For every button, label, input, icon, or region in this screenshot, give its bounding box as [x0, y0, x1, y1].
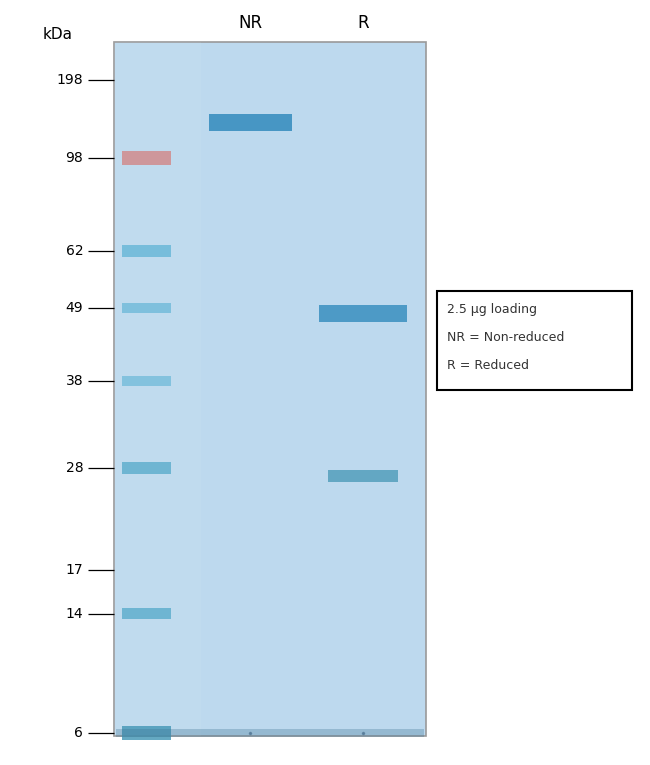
Text: 17: 17	[66, 563, 83, 577]
Text: NR: NR	[238, 14, 263, 32]
Text: 28: 28	[66, 461, 83, 475]
Bar	[437, 291, 632, 390]
Bar	[328, 470, 398, 482]
Text: 6: 6	[74, 726, 83, 740]
Text: 98: 98	[66, 151, 83, 165]
Text: 198: 198	[57, 73, 83, 87]
Text: 38: 38	[66, 374, 83, 388]
Bar	[122, 726, 171, 740]
Bar	[116, 729, 424, 737]
Text: NR = Non-reduced: NR = Non-reduced	[447, 331, 564, 344]
Text: R: R	[357, 14, 369, 32]
Bar	[122, 462, 171, 474]
Bar	[319, 305, 407, 322]
Text: 2.5 μg loading: 2.5 μg loading	[447, 303, 536, 316]
Bar	[122, 303, 171, 313]
Bar	[122, 608, 171, 619]
Text: R = Reduced: R = Reduced	[447, 360, 528, 373]
Bar	[122, 245, 171, 256]
Bar	[209, 114, 292, 131]
Bar	[114, 42, 426, 736]
Text: kDa: kDa	[42, 27, 72, 42]
Bar	[122, 151, 171, 165]
Text: 49: 49	[66, 301, 83, 314]
Text: 62: 62	[66, 244, 83, 258]
Bar	[114, 42, 201, 736]
Text: 14: 14	[66, 607, 83, 620]
Bar	[122, 376, 171, 386]
